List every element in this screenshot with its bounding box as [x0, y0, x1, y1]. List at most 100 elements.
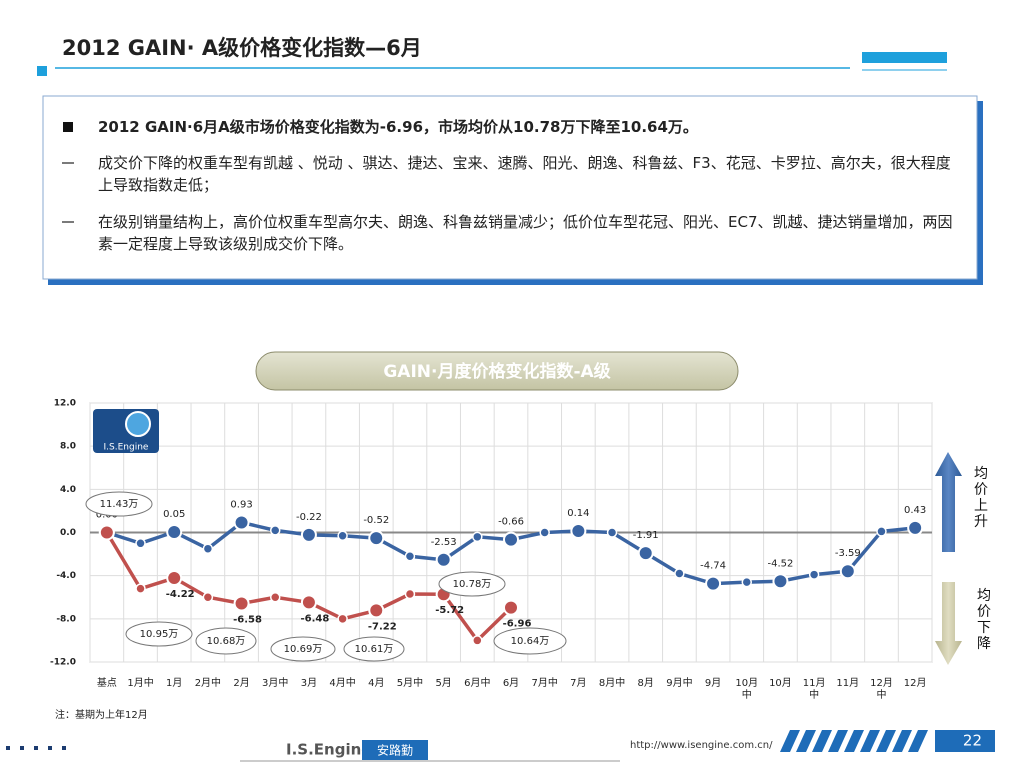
price-callout-text: 10.69万 [284, 644, 323, 655]
price-callout [85, 491, 153, 517]
up-label: 均价上升 [974, 466, 988, 530]
point [839, 563, 856, 580]
x-tick-label: 11月 [836, 678, 860, 689]
point [368, 530, 385, 547]
point [907, 519, 924, 536]
x-tick-label: 2月中 [194, 678, 222, 689]
data-label: -1.91 [633, 530, 659, 541]
data-label: -4.52 [768, 558, 794, 569]
data-label: 0.14 [567, 508, 589, 519]
chart-title-pill [255, 351, 739, 391]
data-label: -4.22 [166, 589, 195, 600]
data-label: -6.96 [503, 619, 532, 630]
price-callout [270, 636, 336, 662]
data-label: -2.53 [431, 537, 457, 548]
point [539, 527, 550, 538]
x-tick-label: 9月中 [666, 678, 693, 689]
y-tick-label: 0.0 [60, 528, 76, 538]
point [368, 602, 385, 619]
price-callout-text: 10.61万 [355, 644, 394, 655]
x-tick-label: 4月中 [329, 678, 356, 689]
x-tick-label: 6月 [502, 678, 520, 689]
x-tick-label: 8月中 [598, 678, 626, 689]
price-callout [195, 627, 257, 655]
x-tick-label: 12月中 [870, 678, 893, 701]
y-tick-label: 12.0 [54, 399, 76, 409]
note: 注：基期为上年12月 [55, 708, 148, 721]
x-tick-label: 7月 [570, 678, 587, 689]
point [233, 595, 250, 612]
point [98, 524, 115, 541]
y-tick-label: -8.0 [56, 614, 76, 624]
price-callout-text: 11.43万 [100, 499, 139, 510]
point [337, 613, 348, 625]
slide-title: 2012 GAIN· A级价格变化指数—6月 [62, 36, 422, 60]
data-label: -5.72 [435, 605, 464, 616]
x-tick-label: 1月中 [127, 678, 154, 689]
footer-brand-box [362, 740, 428, 760]
point [606, 527, 618, 538]
x-tick-label: 8月 [637, 678, 654, 689]
x-tick-label: 3月中 [262, 678, 289, 689]
price-callout [493, 627, 567, 655]
footer-url: http://www.isengine.com.cn/ [630, 740, 773, 751]
point [269, 525, 281, 536]
point [166, 523, 183, 540]
footer-stripes [780, 730, 928, 752]
footer-brand-cn: 安路勤 [377, 743, 413, 758]
y-tick-label: 8.0 [60, 442, 76, 452]
point [300, 526, 317, 543]
point [772, 573, 789, 590]
x-tick-label: 基点 [96, 678, 117, 689]
x-tick-label: 10月中 [735, 678, 759, 701]
data-label: -3.59 [835, 548, 861, 559]
point [876, 526, 887, 537]
x-tick-label: 4月 [368, 678, 385, 689]
price-callout-text: 10.64万 [511, 636, 550, 647]
price-callout [125, 621, 193, 647]
data-label: -0.66 [498, 517, 524, 528]
x-tick-label: 2月 [233, 678, 250, 689]
x-tick-label: 6月中 [464, 678, 491, 689]
y-tick-label: -4.0 [56, 571, 76, 581]
x-tick-label: 5月中 [396, 678, 424, 689]
y-tick-label: 4.0 [60, 485, 76, 495]
point [705, 575, 722, 592]
data-label: -6.58 [233, 615, 262, 626]
point [808, 569, 820, 580]
data-label: -0.52 [363, 515, 389, 526]
text-box [42, 95, 978, 280]
bullet-square [63, 122, 73, 132]
up-arrow [935, 452, 962, 552]
data-label: -4.74 [700, 561, 726, 572]
x-tick-label: 5月 [435, 678, 452, 689]
point [404, 588, 416, 600]
bullet-sub: 在级别销量结构上，高价位权重车型高尔夫、朗逸、科鲁兹销量减少；低价位车型花冠、阳… [98, 213, 953, 253]
plot: -12.0-8.0-4.00.04.08.012.00.000.050.93-0… [50, 399, 933, 668]
point [674, 568, 685, 579]
point [166, 570, 183, 587]
point [202, 543, 214, 554]
page-number: 22 [963, 732, 982, 750]
logo-icon [125, 411, 151, 437]
point [300, 594, 317, 611]
point [404, 550, 416, 562]
price-callout [438, 571, 506, 597]
point [570, 522, 587, 539]
page-box [935, 730, 995, 752]
point [135, 538, 146, 549]
logo-text: I.S.Engine [104, 443, 149, 453]
footer-brand: I.S.Engine [286, 741, 371, 759]
header-square [37, 66, 47, 76]
data-label: -7.22 [368, 621, 397, 632]
down-label: 均价下降 [977, 588, 991, 652]
point [135, 583, 146, 594]
bullet-main: 2012 GAIN·6月A级市场价格变化指数为-6.96，市场均价从10.78万… [98, 118, 698, 136]
footer-dots [6, 746, 66, 750]
point [269, 592, 281, 603]
point [202, 592, 214, 603]
x-tick-label: 12月 [903, 678, 927, 689]
x-tick-label: 10月 [769, 678, 792, 689]
header-bar [862, 52, 947, 63]
